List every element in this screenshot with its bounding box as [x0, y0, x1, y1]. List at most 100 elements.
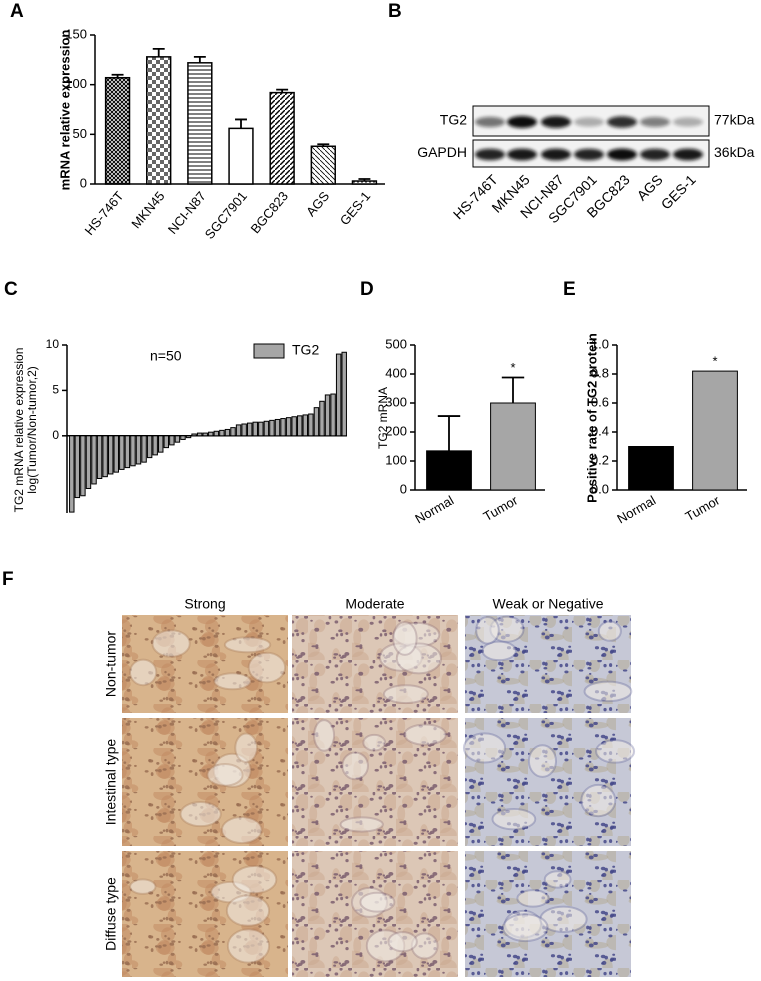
- error-bar: [501, 376, 525, 403]
- y-tick-label: 100: [65, 76, 87, 91]
- blot-band: [640, 117, 670, 127]
- gland: [382, 684, 429, 705]
- bar: [310, 145, 336, 185]
- bar: [91, 435, 97, 485]
- legend-label: TG2: [292, 342, 319, 358]
- y-axis-label: TG2 mRNA: [376, 387, 390, 449]
- gland: [247, 651, 287, 684]
- bar: [224, 428, 231, 437]
- y-tick-label: 0.8: [591, 365, 609, 380]
- bar: [124, 435, 131, 469]
- y-axis-label: log(Tumor/Non-tumor,2): [25, 366, 39, 494]
- bar: [341, 351, 347, 437]
- bar: [213, 430, 220, 437]
- x-tick-label: SGC7901: [202, 188, 250, 241]
- bar: [69, 435, 75, 513]
- y-tick-label: 5: [52, 383, 59, 397]
- error-bar: [358, 178, 371, 182]
- significance-mark: *: [510, 360, 515, 375]
- bar: [230, 427, 236, 437]
- gland: [339, 816, 384, 833]
- x-tick-label: NCI-N87: [165, 188, 209, 236]
- y-tick-label: 500: [385, 336, 407, 351]
- bar: [80, 435, 86, 497]
- blot-band: [607, 116, 637, 128]
- bar: [152, 435, 158, 456]
- bar: [274, 418, 281, 437]
- panel-label: C: [4, 279, 18, 300]
- error-bar: [152, 48, 165, 57]
- panel-label: A: [10, 1, 24, 22]
- bar: [85, 435, 92, 489]
- y-axis-label: TG2 mRNA relative expression: [12, 348, 26, 513]
- panel-label: D: [360, 279, 374, 300]
- y-tick-label: 0.4: [591, 423, 609, 438]
- gland: [223, 636, 272, 654]
- bar: [219, 429, 225, 437]
- gland: [220, 816, 263, 845]
- gland: [225, 894, 271, 927]
- legend-swatch: [253, 343, 285, 359]
- bar: [297, 415, 303, 437]
- gland: [580, 783, 617, 818]
- gland: [234, 732, 259, 764]
- x-tick-label: BGC823: [248, 188, 292, 236]
- bar: [269, 419, 275, 437]
- bar: [252, 421, 258, 437]
- bar: [119, 435, 125, 470]
- y-tick-label: 200: [385, 423, 407, 438]
- blot-band: [574, 117, 604, 127]
- gland: [491, 808, 537, 831]
- gland: [129, 658, 158, 687]
- bar: [185, 435, 192, 439]
- y-tick-label: 50: [73, 126, 87, 141]
- bar: [146, 435, 153, 459]
- y-axis-label: Positive rate of TG2 protein: [584, 333, 599, 503]
- gland: [595, 739, 636, 764]
- gland: [583, 680, 633, 703]
- x-tick-label: GES-1: [337, 188, 374, 228]
- x-tick-label: Tumor: [683, 492, 723, 524]
- blot-band: [673, 117, 703, 127]
- gland: [516, 889, 550, 908]
- blot-band: [607, 148, 637, 161]
- blot-band: [541, 116, 571, 128]
- x-tick-label: Tumor: [481, 492, 521, 524]
- error-bar: [437, 415, 461, 451]
- bar: [335, 353, 342, 437]
- bar: [308, 413, 314, 437]
- bar: [158, 435, 164, 453]
- y-tick-label: 300: [385, 394, 407, 409]
- y-tick-label: 0.0: [591, 481, 609, 496]
- panel-label: E: [563, 279, 576, 300]
- y-tick-label: 0: [80, 175, 87, 190]
- bar: [187, 62, 213, 185]
- blot-row-label: TG2: [440, 112, 467, 128]
- bar: [130, 435, 136, 467]
- bar: [280, 418, 286, 437]
- bar: [263, 420, 270, 437]
- gland: [527, 744, 558, 778]
- gland: [597, 620, 622, 642]
- bar: [313, 407, 320, 437]
- lane-label: HS-746T: [450, 171, 501, 222]
- bar: [191, 433, 197, 437]
- row-header: Non-tumor: [103, 631, 119, 697]
- gland: [362, 733, 387, 752]
- gland: [226, 928, 271, 964]
- gland: [231, 865, 278, 895]
- x-tick-label: AGS: [303, 188, 332, 219]
- bar: [104, 76, 131, 185]
- bar: [628, 446, 674, 491]
- bar: [241, 423, 247, 437]
- y-tick-label: 150: [65, 26, 87, 41]
- panel-label: F: [2, 569, 14, 590]
- bar: [285, 417, 292, 437]
- x-tick-label: MKN45: [128, 188, 167, 231]
- bar: [246, 422, 253, 437]
- bar: [135, 435, 142, 465]
- bar: [324, 394, 331, 437]
- gland: [502, 913, 549, 943]
- bar: [113, 435, 119, 473]
